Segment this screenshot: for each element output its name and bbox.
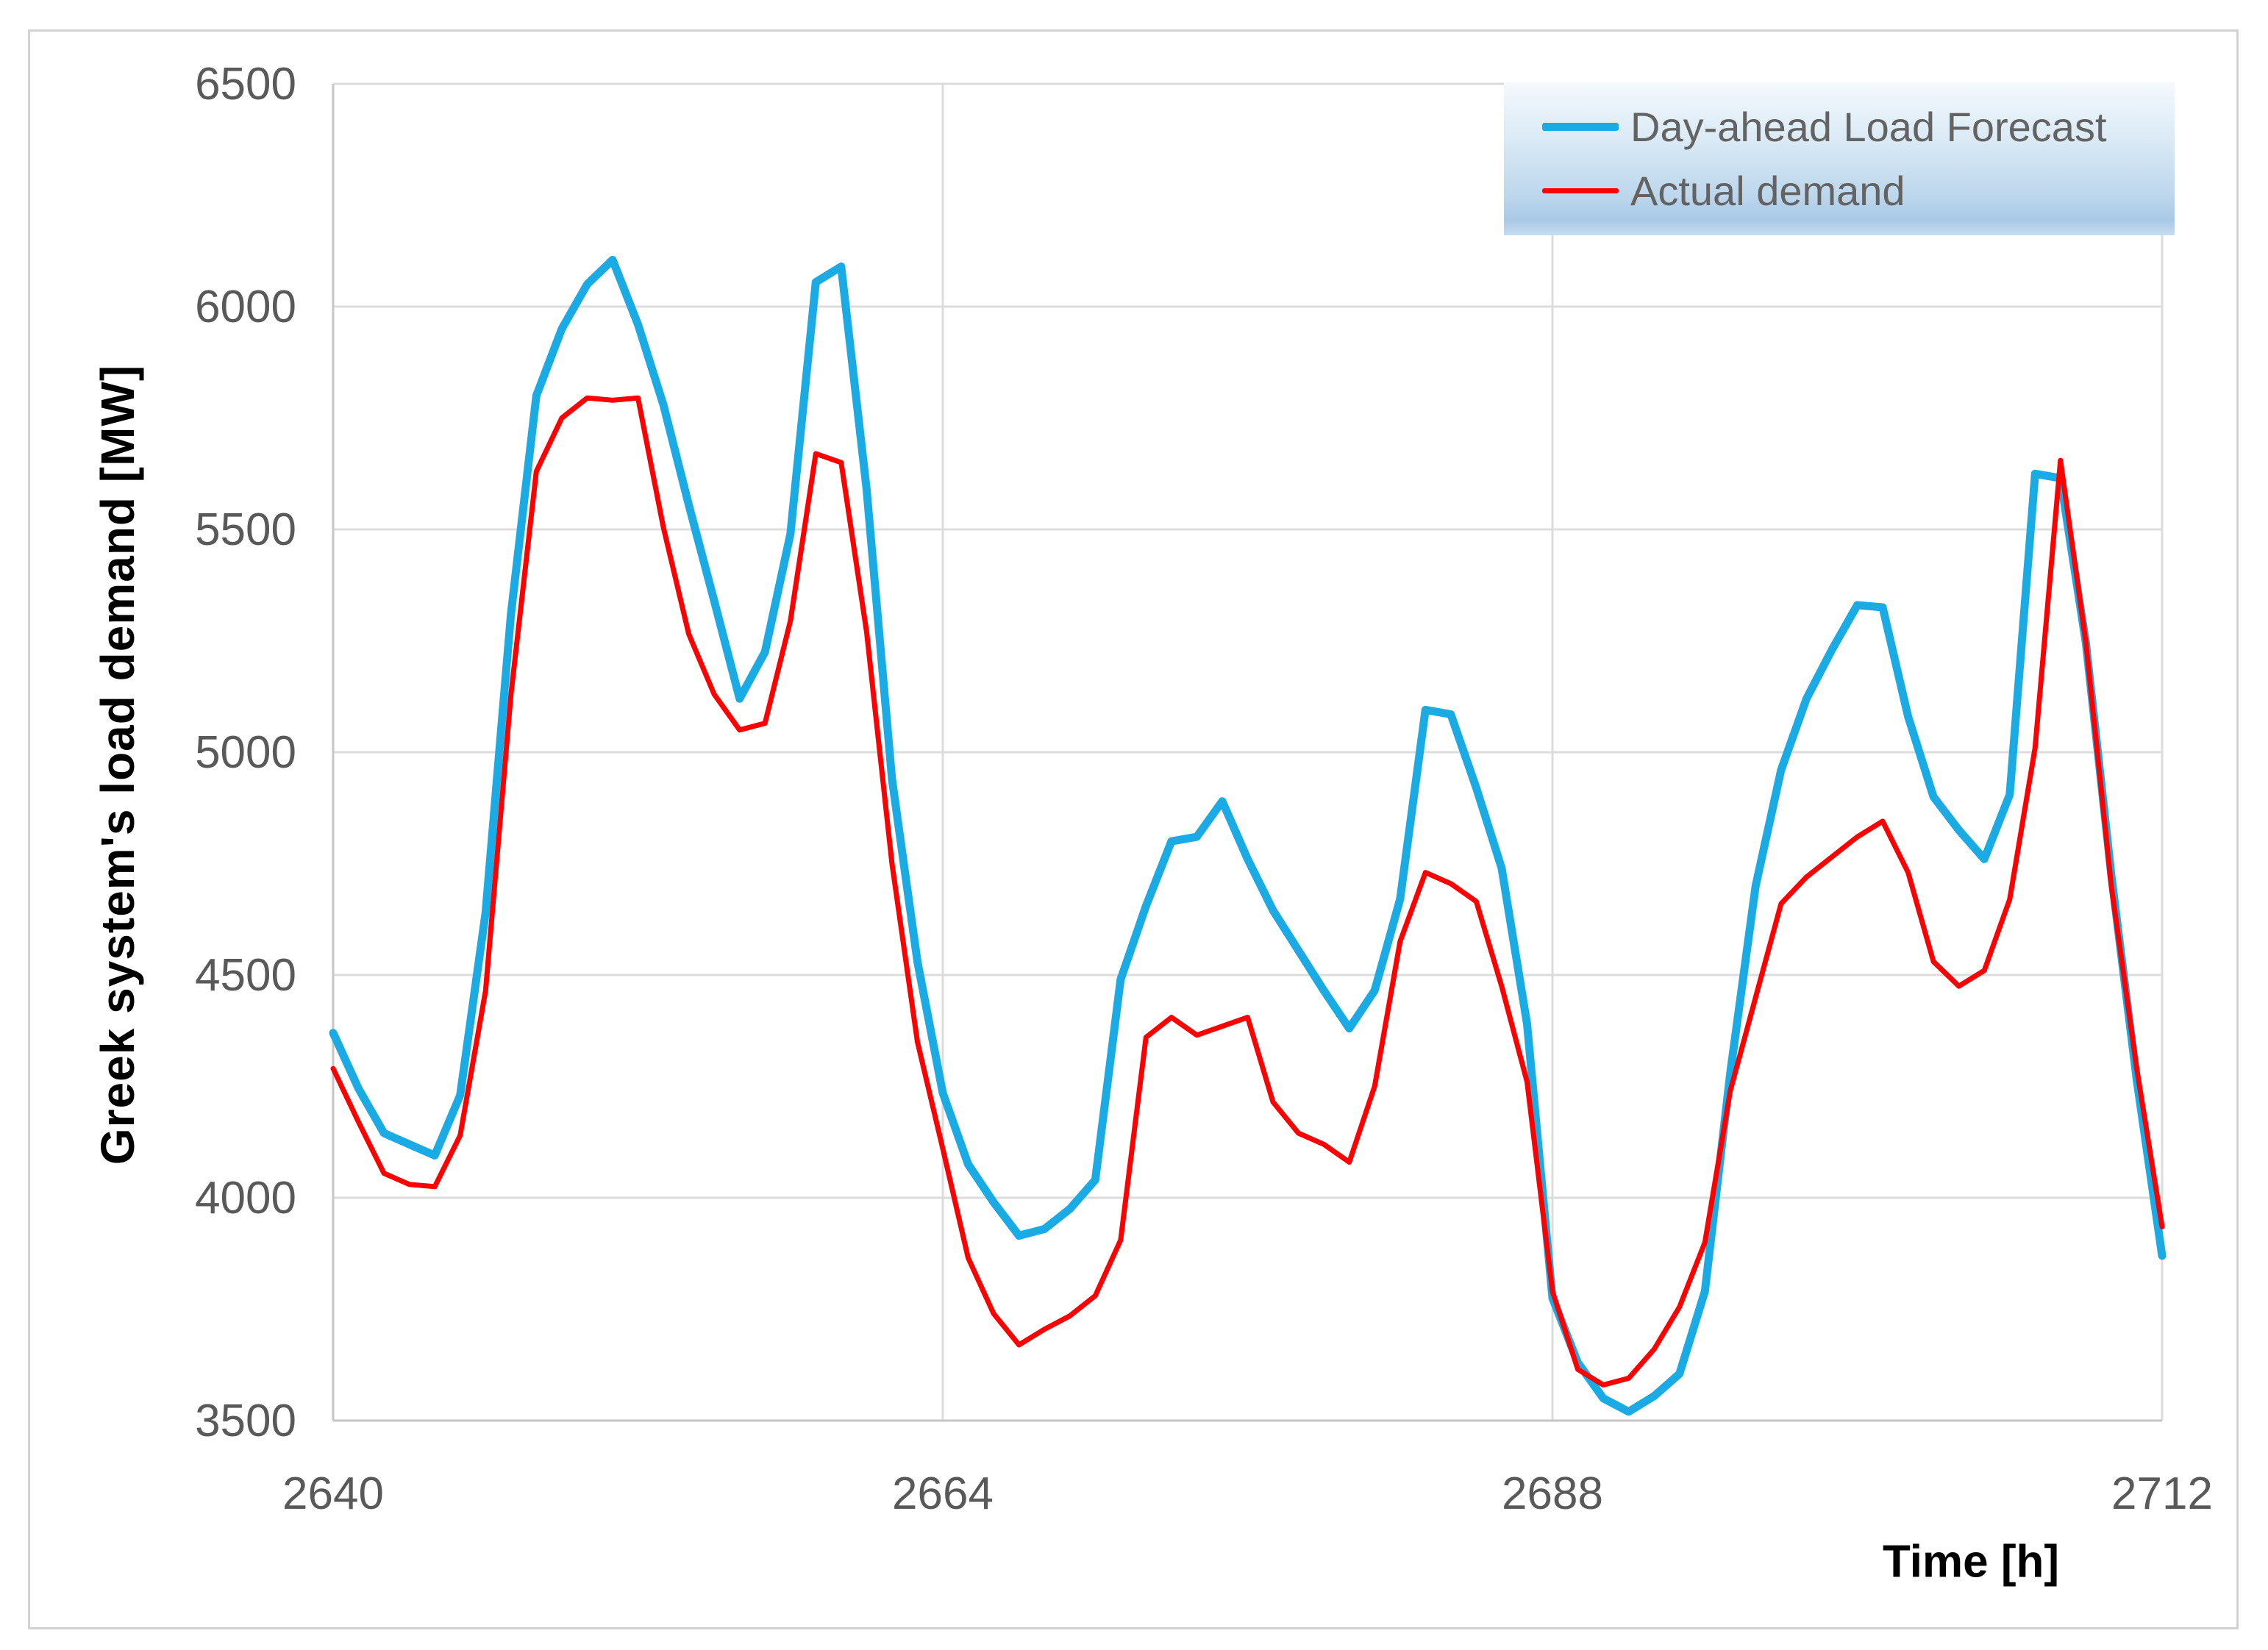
y-axis-title: Greek system's load demand [MW] bbox=[91, 364, 144, 1165]
forecast-line-swatch bbox=[1542, 123, 1619, 131]
x-axis-title: Time [h] bbox=[1883, 1536, 2059, 1588]
legend-label-forecast: Day-ahead Load Forecast bbox=[1630, 104, 2107, 150]
y-tick-label: 6500 bbox=[195, 59, 296, 110]
x-tick-label: 2640 bbox=[282, 1468, 384, 1519]
y-tick-label: 4500 bbox=[195, 950, 296, 1001]
legend: Day-ahead Load Forecast Actual demand bbox=[1504, 82, 2175, 235]
y-tick-label: 5000 bbox=[195, 727, 296, 778]
actual-line-swatch bbox=[1542, 188, 1619, 193]
y-tick-label: 5500 bbox=[195, 504, 296, 555]
x-tick-label: 2688 bbox=[1502, 1468, 1603, 1519]
forecast-series-line bbox=[329, 255, 2167, 1416]
legend-item-actual: Actual demand bbox=[1542, 167, 2175, 215]
legend-label-actual: Actual demand bbox=[1630, 168, 1905, 214]
y-tick-label: 6000 bbox=[195, 282, 296, 332]
x-tick-label: 2664 bbox=[892, 1468, 994, 1519]
x-tick-label: 2712 bbox=[2111, 1468, 2213, 1519]
actual-demand-series-line bbox=[330, 395, 2165, 1388]
y-tick-label: 4000 bbox=[195, 1173, 296, 1224]
y-tick-label: 3500 bbox=[195, 1396, 296, 1446]
legend-item-forecast: Day-ahead Load Forecast bbox=[1542, 103, 2175, 151]
